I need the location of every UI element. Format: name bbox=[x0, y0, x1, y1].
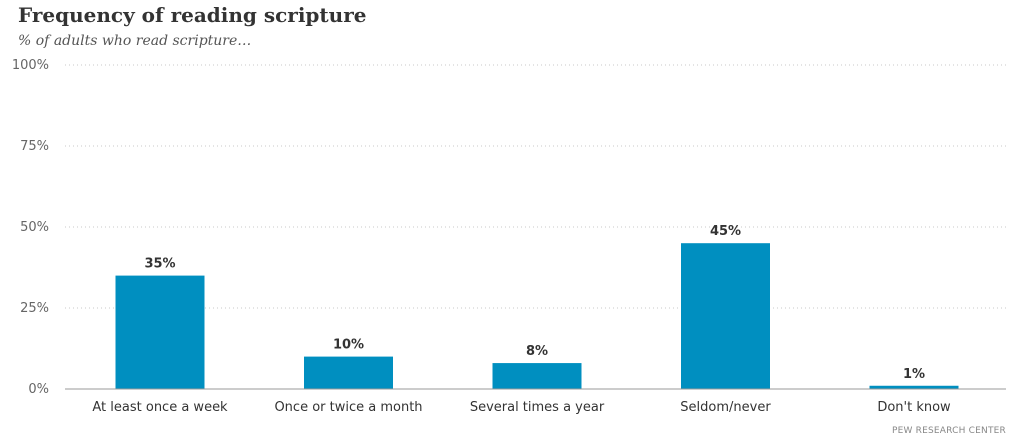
y-tick-label: 0% bbox=[28, 382, 49, 397]
chart-subtitle: % of adults who read scripture… bbox=[18, 33, 252, 49]
bar bbox=[115, 275, 205, 389]
bar bbox=[869, 385, 959, 389]
gridlines bbox=[65, 64, 1006, 309]
x-tick-label: Seldom/never bbox=[680, 400, 771, 415]
x-axis-ticks: At least once a week Once or twice a mont… bbox=[92, 400, 951, 415]
bar bbox=[492, 363, 582, 389]
x-tick-label: Once or twice a month bbox=[274, 400, 422, 415]
bars bbox=[115, 243, 959, 389]
x-tick-label: Several times a year bbox=[470, 400, 605, 415]
data-label: 45% bbox=[710, 224, 741, 239]
y-axis-ticks: 0% 25% 50% 75% 100% bbox=[12, 58, 49, 397]
bar bbox=[304, 356, 393, 389]
data-label: 8% bbox=[526, 344, 548, 359]
y-tick-label: 100% bbox=[12, 58, 49, 73]
x-tick-label: Don't know bbox=[877, 400, 951, 415]
data-label: 1% bbox=[903, 367, 925, 382]
data-label: 35% bbox=[144, 257, 175, 272]
chart-title: Frequency of reading scripture bbox=[18, 3, 367, 27]
y-tick-label: 75% bbox=[20, 139, 49, 154]
bar bbox=[681, 243, 770, 389]
data-label: 10% bbox=[333, 338, 364, 353]
source-credit: PEW RESEARCH CENTER bbox=[891, 426, 1006, 436]
y-tick-label: 50% bbox=[20, 220, 49, 235]
x-tick-label: At least once a week bbox=[92, 400, 228, 415]
y-tick-label: 25% bbox=[20, 301, 49, 316]
data-labels: 35% 10% 8% 45% 1% bbox=[144, 224, 925, 382]
